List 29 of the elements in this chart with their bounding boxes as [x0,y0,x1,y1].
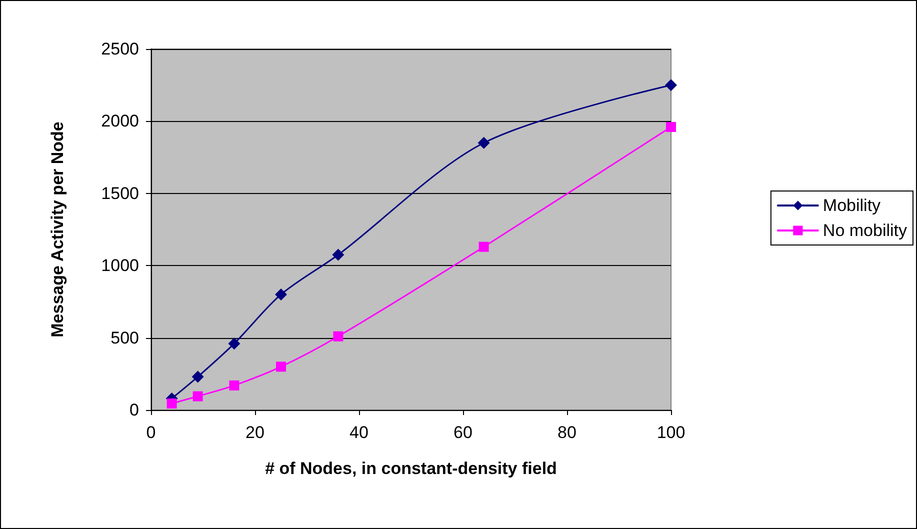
point [275,288,287,300]
x-axis-title: # of Nodes, in constant-density field [265,459,557,478]
point [228,338,240,350]
legend-label: No mobility [822,221,908,240]
point [192,370,204,383]
point [192,391,203,402]
point [666,122,676,132]
x-tick-label: 0 [146,423,156,442]
x-tick-label: 40 [350,423,368,442]
y-tick-label: 1500 [101,184,139,203]
y-axis-title: Message Activity per Node [48,122,67,338]
y-tick-label: 0 [130,400,139,420]
point [166,398,177,408]
y-tick-label: 2500 [101,40,139,58]
point [478,136,490,149]
x-tick-label: 20 [246,423,264,442]
x-tick-label: 60 [454,423,472,442]
point [332,248,344,261]
point [229,380,240,390]
x-tick-label: 80 [558,423,576,442]
y-tick-label: 2000 [101,112,139,131]
point [478,242,489,252]
point [276,362,286,372]
point [333,331,344,342]
y-tick-label: 500 [110,328,139,348]
legend-label: Mobility [822,196,882,215]
x-tick-label: 100 [656,423,686,442]
point [665,79,677,92]
y-tick-label: 1000 [101,256,139,276]
